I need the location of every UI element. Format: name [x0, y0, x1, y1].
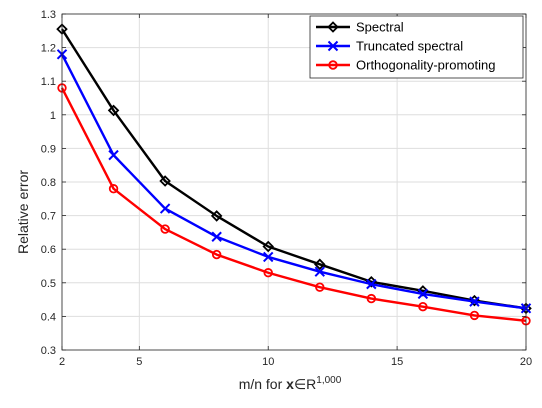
y-tick-label: 1: [50, 110, 56, 122]
legend-item-truncated-spectral: Truncated spectral: [316, 39, 463, 54]
x-axis-label-prefix: m/n for: [239, 376, 286, 392]
data-point-truncated-spectral: [211, 231, 222, 242]
y-tick-label: 0.4: [41, 311, 56, 323]
data-point-spectral: [159, 175, 171, 187]
data-point-truncated-spectral: [469, 296, 480, 307]
series-line-truncated-spectral: [60, 53, 527, 310]
data-point-spectral: [107, 104, 120, 117]
tick-labels: 2 5 10 15 20 0.3 0.4 0.5 0.6 0.7 0.8 0.9 1 1.1 1.2 1.3: [41, 9, 532, 368]
data-point-orthogonality-promoting: [418, 301, 428, 312]
legend-item-spectral: Spectral: [316, 20, 404, 35]
data-point-orthogonality-promoting: [211, 249, 222, 260]
data-point-spectral: [210, 210, 223, 222]
data-point-truncated-spectral: [417, 288, 429, 300]
y-tick-label: 1.3: [41, 9, 56, 21]
series-truncated-spectral: [56, 49, 532, 314]
x-axis-label: m/n for x∈R1,000: [239, 375, 342, 392]
data-point-spectral: [314, 258, 326, 271]
x-axis-label-exponent: 1,000: [316, 375, 341, 386]
data-point-spectral: [262, 240, 274, 253]
y-tick-label: 1.2: [41, 43, 56, 55]
legend-marker: [327, 21, 339, 33]
y-tick-label: 0.5: [41, 278, 56, 290]
data-point-orthogonality-promoting: [263, 268, 273, 278]
legend-marker: [327, 40, 339, 52]
axes: [61, 13, 527, 351]
data-point-truncated-spectral: [159, 203, 171, 214]
series-line-spectral: [60, 28, 527, 310]
y-tick-label: 0.9: [41, 143, 56, 155]
series-orthogonality-promoting: [57, 83, 531, 326]
data-point-spectral: [417, 285, 429, 297]
x-tick-label: 2: [59, 356, 65, 368]
x-axis-label-vector: x: [286, 376, 294, 392]
x-tick-label: 5: [136, 356, 142, 368]
y-tick-label: 1.1: [41, 76, 56, 88]
y-tick-label: 0.8: [41, 177, 56, 189]
series-line-orthogonality-promoting: [60, 87, 527, 322]
legend-label: Truncated spectral: [356, 39, 463, 54]
legend-marker: [328, 60, 338, 70]
data-point-truncated-spectral: [366, 278, 377, 290]
x-tick-label: 10: [262, 356, 274, 368]
legend-label: Orthogonality-promoting: [356, 58, 495, 73]
data-point-orthogonality-promoting: [315, 282, 325, 292]
y-axis-label: Relative error: [15, 170, 31, 254]
legend-label: Spectral: [356, 20, 404, 35]
x-tick-label: 15: [391, 356, 403, 368]
x-axis-label-set: ∈R: [294, 376, 316, 392]
y-tick-label: 0.7: [41, 211, 56, 223]
data-point-orthogonality-promoting: [160, 224, 170, 234]
y-tick-label: 0.6: [41, 244, 56, 256]
x-tick-label: 20: [520, 356, 532, 368]
series-layer: [56, 23, 532, 326]
data-point-orthogonality-promoting: [108, 184, 119, 194]
data-point-truncated-spectral: [263, 251, 274, 263]
legend: Spectral Truncated spectral Orthogonality-…: [309, 15, 524, 79]
data-point-truncated-spectral: [108, 149, 119, 161]
data-point-orthogonality-promoting: [366, 293, 377, 304]
data-point-orthogonality-promoting: [469, 310, 480, 321]
data-point-truncated-spectral: [314, 266, 325, 277]
y-tick-label: 0.3: [41, 345, 56, 357]
legend-item-orthogonality-promoting: Orthogonality-promoting: [316, 58, 495, 73]
